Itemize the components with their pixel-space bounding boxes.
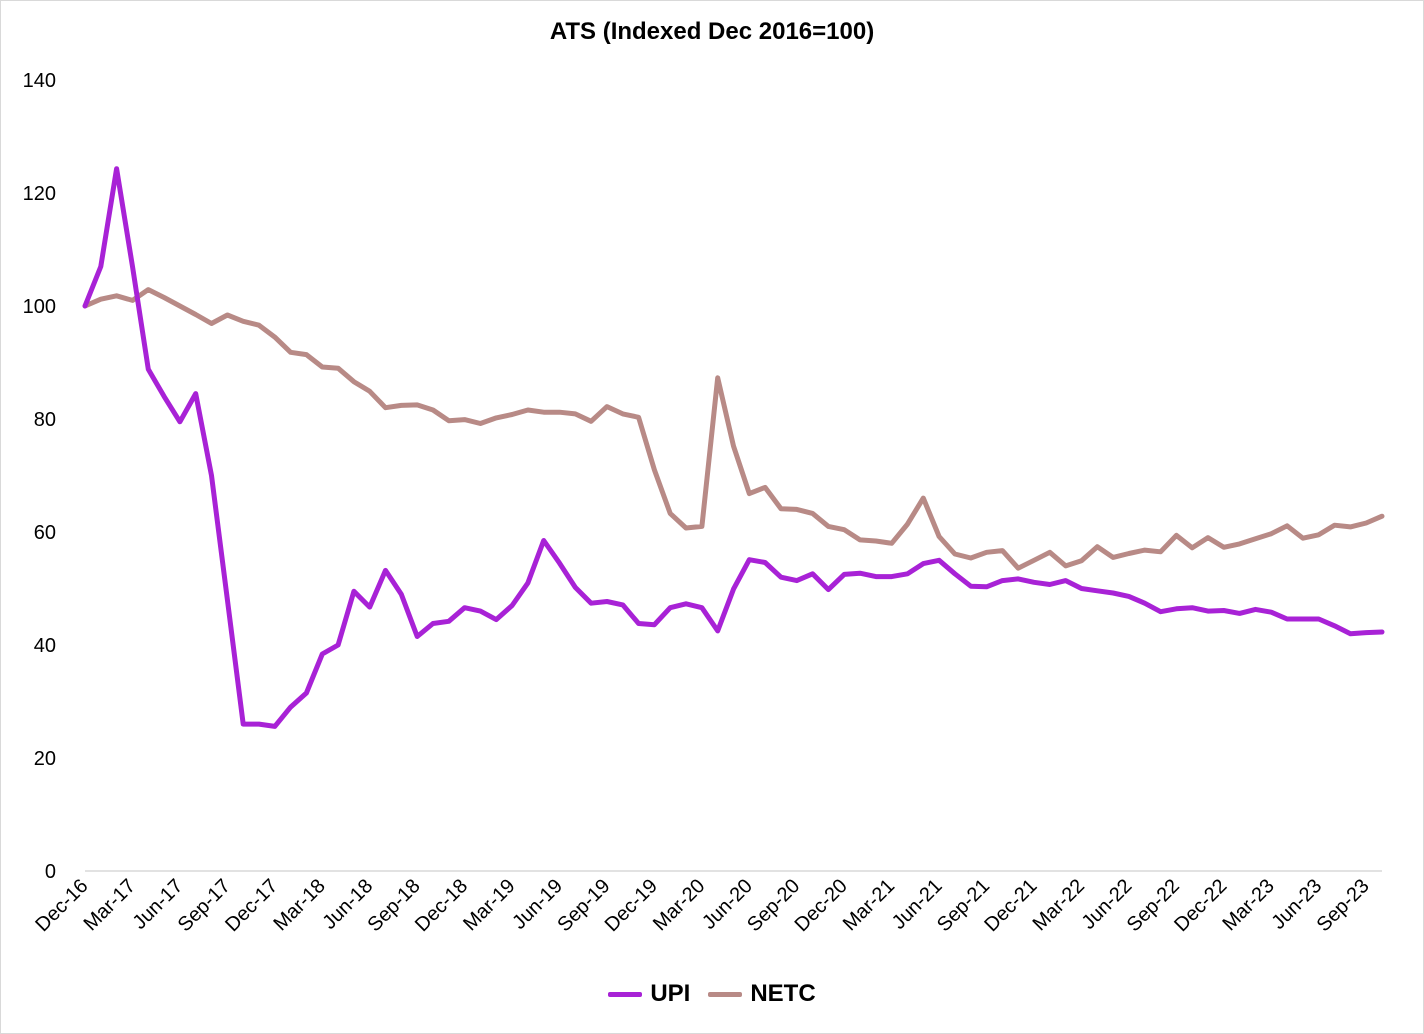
x-tick-label: Dec-21 — [980, 875, 1041, 936]
x-tick-label: Sep-19 — [553, 875, 614, 936]
y-tick-label: 40 — [34, 635, 56, 657]
chart-title: ATS (Indexed Dec 2016=100) — [549, 18, 875, 45]
legend-label-upi: UPI — [650, 980, 691, 1007]
y-tick-label: 120 — [23, 183, 56, 205]
y-tick-label: 100 — [23, 296, 56, 318]
x-tick-label: Mar-23 — [1218, 875, 1278, 935]
legend-item-netc: NETC — [708, 980, 816, 1008]
x-tick-label: Mar-20 — [649, 875, 709, 935]
series-line-netc — [82, 287, 1385, 571]
legend-label-netc: NETC — [750, 980, 816, 1007]
x-tick-label: Dec-16 — [31, 875, 92, 936]
series-lines — [82, 166, 1385, 729]
x-tick-label: Dec-19 — [601, 875, 662, 936]
x-tick-label: Sep-22 — [1123, 875, 1184, 936]
x-tick-label: Sep-20 — [743, 875, 804, 936]
x-tick-label: Dec-22 — [1170, 875, 1231, 936]
x-tick-label: Mar-19 — [459, 875, 519, 935]
x-tick-label: Dec-18 — [411, 875, 472, 936]
x-tick-label: Mar-22 — [1029, 875, 1089, 935]
y-axis: 0 20 40 60 80 100 120 140 — [23, 70, 56, 883]
y-tick-label: 80 — [34, 409, 56, 431]
legend: UPI NETC — [0, 980, 1424, 1008]
x-tick-label: Dec-17 — [221, 875, 282, 936]
y-tick-label: 140 — [23, 70, 56, 92]
x-tick-label: Mar-21 — [839, 875, 899, 935]
x-tick-label: Sep-18 — [364, 875, 425, 936]
y-tick-label: 0 — [45, 861, 56, 883]
y-tick-label: 20 — [34, 748, 56, 770]
y-tick-label: 60 — [34, 522, 56, 544]
x-tick-label: Dec-20 — [791, 875, 852, 936]
legend-item-upi: UPI — [608, 980, 690, 1008]
x-tick-label: Mar-18 — [269, 875, 329, 935]
legend-swatch-upi — [608, 991, 643, 997]
x-tick-label: Sep-21 — [933, 875, 994, 936]
x-tick-label: Sep-17 — [174, 875, 235, 936]
x-tick-label: Sep-23 — [1313, 875, 1374, 936]
x-axis: Dec-16Mar-17Jun-17Sep-17Dec-17Mar-18Jun-… — [31, 875, 1373, 936]
x-tick-label: Mar-17 — [80, 875, 140, 935]
series-line-upi — [82, 166, 1385, 729]
legend-swatch-netc — [708, 991, 743, 997]
